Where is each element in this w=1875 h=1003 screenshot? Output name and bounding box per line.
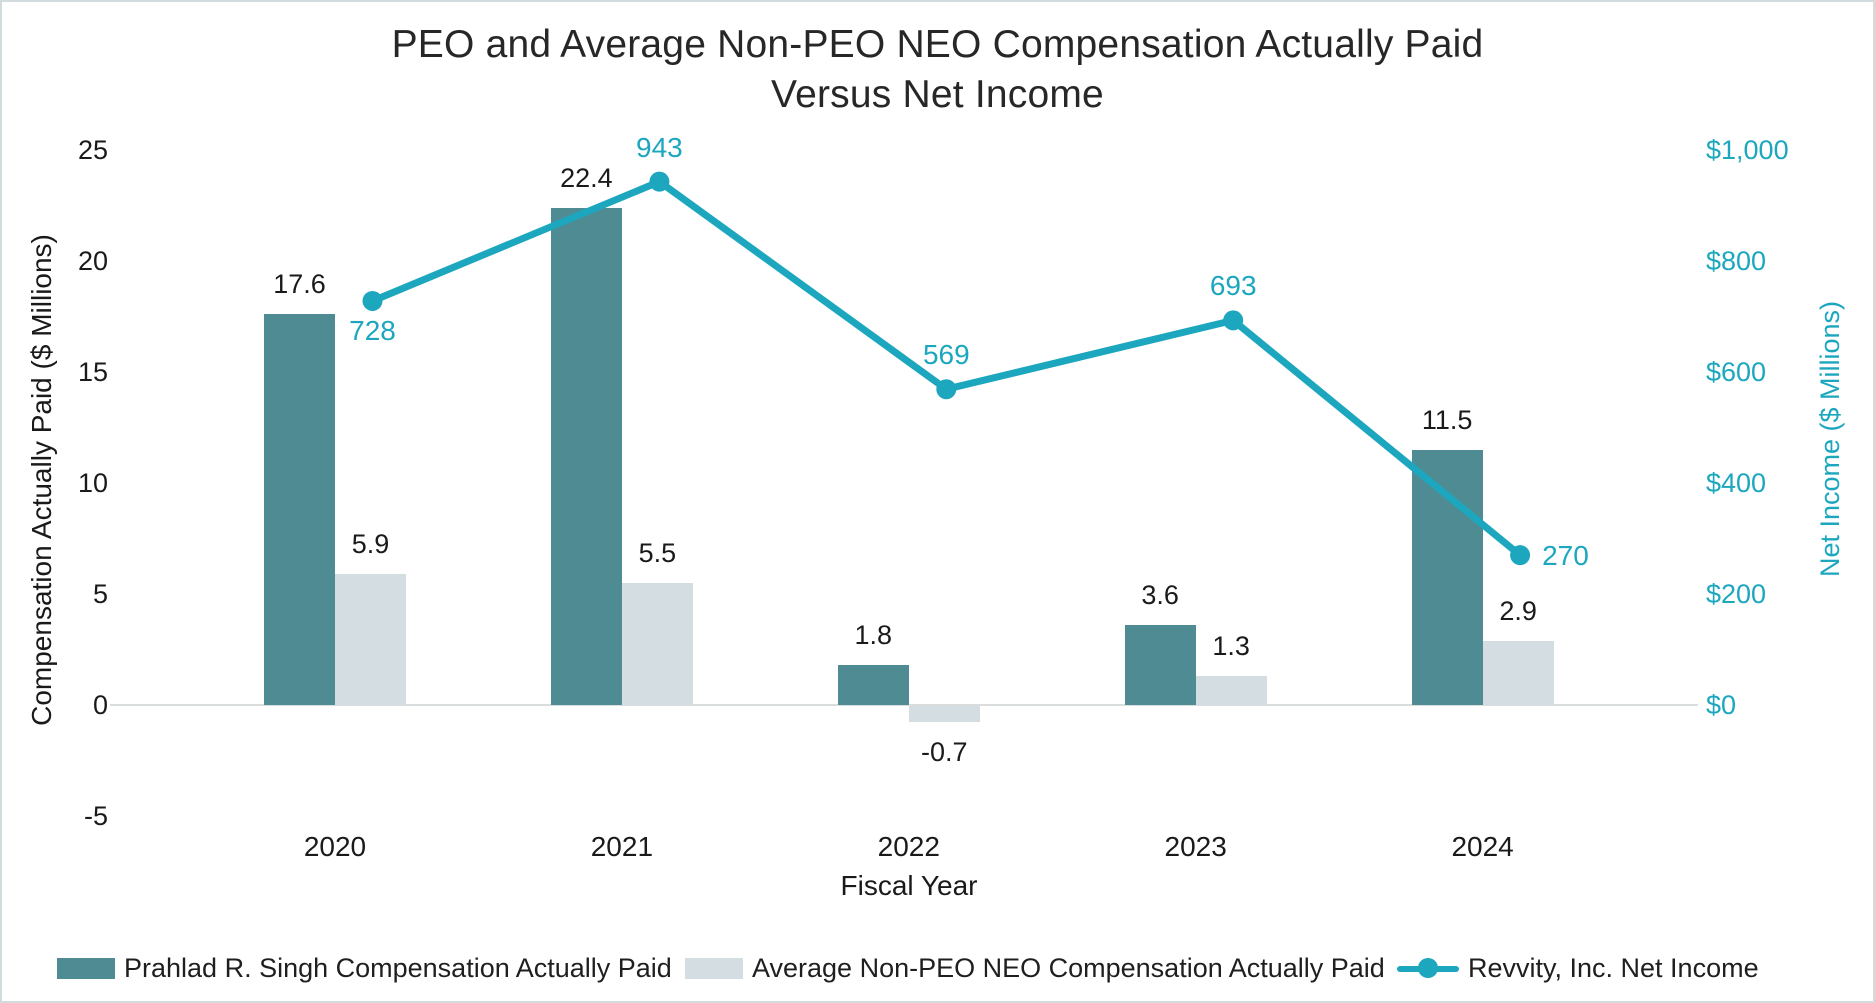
legend-item-net-income: Revvity, Inc. Net Income [1397, 946, 1759, 990]
y-axis-right-tick-label: $400 [1706, 468, 1767, 498]
bar-value-label: 22.4 [560, 162, 613, 193]
line-marker [1223, 310, 1244, 331]
y-axis-left-tick-label: -5 [83, 801, 108, 831]
bar [264, 314, 335, 705]
line-value-label: 270 [1542, 540, 1589, 572]
y-axis-left-tick-label: 0 [92, 690, 108, 720]
x-category-label: 2022 [877, 831, 940, 862]
chart-title-line1: PEO and Average Non-PEO NEO Compensation… [391, 23, 1484, 66]
bar [1124, 625, 1196, 705]
bar-value-label: 3.6 [1141, 580, 1179, 611]
y-axis-right-tick-label: $800 [1706, 246, 1767, 276]
chart-title: PEO and Average Non-PEO NEO Compensation… [2, 20, 1873, 120]
line-marker [936, 379, 957, 400]
line-value-label: 943 [636, 131, 683, 163]
legend-label-peo-cap: Prahlad R. Singh Compensation Actually P… [124, 952, 672, 983]
y-axis-right-tick-label: $200 [1706, 579, 1767, 609]
bar-value-label: 17.6 [273, 269, 326, 300]
y-axis-left-tick-label: 20 [77, 246, 108, 276]
y-axis-right-tick-label: $1,000 [1706, 135, 1789, 165]
bar [550, 207, 622, 705]
y-axis-left-tick-label: 25 [77, 135, 108, 165]
net-income-line-swatch-icon [1397, 957, 1459, 979]
legend-item-neo-cap: Average Non-PEO NEO Compensation Actuall… [685, 946, 1385, 990]
legend-label-net-income: Revvity, Inc. Net Income [1468, 952, 1759, 983]
y-axis-left-tick-label: 15 [77, 357, 108, 387]
x-category-label: 2021 [590, 831, 654, 862]
bar [335, 574, 406, 705]
line-value-label: 693 [1209, 270, 1257, 302]
y-axis-right-tick-label: $600 [1706, 357, 1767, 387]
bar [1195, 676, 1267, 705]
bar-value-label: 11.5 [1421, 404, 1473, 435]
line-value-label: 728 [349, 314, 396, 346]
bar [1482, 640, 1554, 705]
bar-value-label: 2.9 [1499, 595, 1537, 626]
bar [837, 665, 909, 705]
line-marker [1510, 545, 1531, 566]
bar [908, 706, 980, 722]
zero-gridline [110, 704, 1698, 706]
x-category-label: 2024 [1451, 831, 1514, 862]
bar [1411, 449, 1483, 705]
bar-value-label: 5.5 [638, 537, 677, 568]
bar-value-label: 1.3 [1212, 631, 1250, 662]
legend: Prahlad R. Singh Compensation Actually P… [2, 946, 1873, 990]
peo-bar-swatch-icon [57, 957, 115, 979]
bar-value-label: -0.7 [921, 736, 968, 767]
x-category-label: 2020 [303, 831, 367, 862]
x-axis-title: Fiscal Year [840, 870, 978, 901]
y-axis-left-tick-label: 10 [77, 468, 108, 498]
bar [621, 582, 693, 705]
line-value-label: 569 [922, 339, 970, 371]
y-axis-left-tick-label: 5 [92, 579, 108, 609]
neo-bar-swatch-icon [685, 957, 743, 979]
x-category-label: 2023 [1164, 831, 1227, 862]
chart-title-line2: Versus Net Income [771, 73, 1104, 116]
legend-item-peo-cap: Prahlad R. Singh Compensation Actually P… [57, 946, 672, 990]
line-marker [362, 290, 383, 311]
legend-label-neo-cap: Average Non-PEO NEO Compensation Actuall… [752, 952, 1385, 983]
bar-value-label: 1.8 [854, 620, 893, 651]
bar-value-label: 5.9 [351, 529, 390, 560]
line-marker [649, 171, 670, 192]
y-axis-right-tick-label: $0 [1706, 690, 1737, 720]
